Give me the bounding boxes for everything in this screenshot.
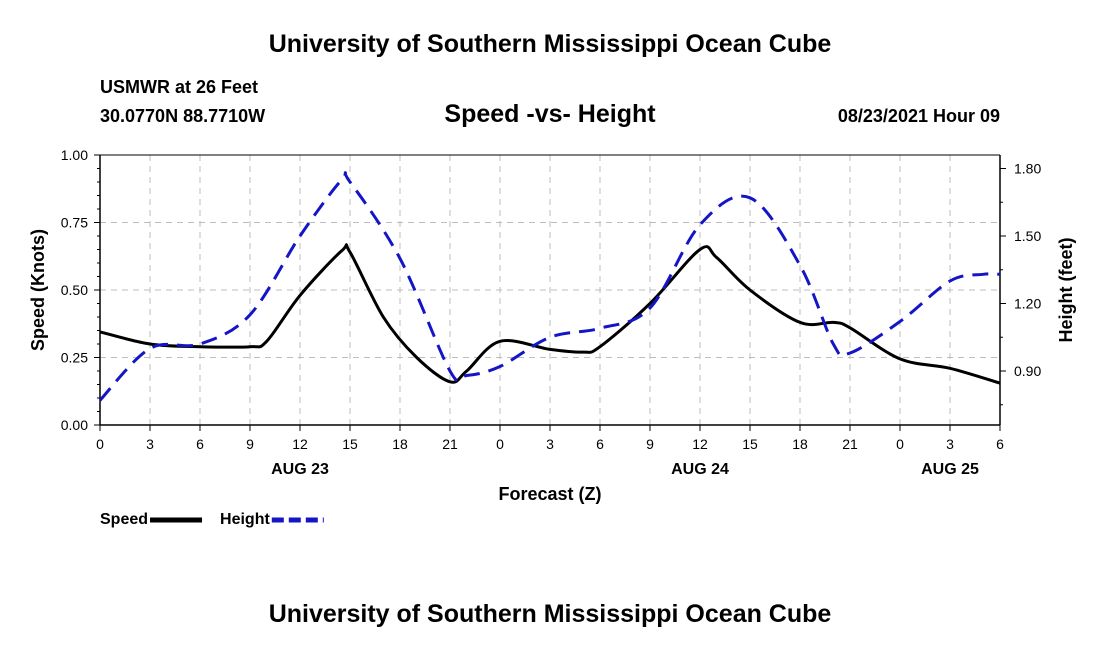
series-line-speed — [99, 243, 1001, 385]
series-line-height — [98, 171, 1001, 402]
legend-label-height: Height — [220, 511, 270, 528]
x-tick-label: 0 — [896, 436, 904, 452]
series-lines — [98, 171, 1001, 402]
x-tick-label: 3 — [146, 436, 154, 452]
page-title: University of Southern Mississippi Ocean… — [268, 30, 832, 58]
footer-title: University of Southern Mississippi Ocean… — [268, 600, 832, 628]
forecast-datetime: 08/23/2021 Hour 09 — [837, 106, 1000, 126]
day-label: AUG 24 — [671, 461, 729, 478]
day-label: AUG 25 — [921, 461, 979, 478]
x-tick-label: 6 — [596, 436, 604, 452]
grid — [100, 155, 1000, 425]
y-right-tick-label: 0.90 — [1014, 363, 1041, 379]
x-tick-label: 18 — [792, 436, 808, 452]
x-tick-label: 12 — [692, 436, 708, 452]
x-tick-label: 21 — [842, 436, 858, 452]
legend-label-speed: Speed — [100, 511, 148, 528]
chart-title: Speed -vs- Height — [444, 100, 656, 128]
x-tick-label: 0 — [96, 436, 104, 452]
y-left-tick-label: 0.25 — [61, 350, 88, 366]
day-label: AUG 23 — [271, 461, 329, 478]
y-right-axis-title: Height (feet) — [1056, 238, 1076, 343]
y-left-tick-label: 1.00 — [61, 147, 88, 163]
y-right-tick-label: 1.50 — [1014, 228, 1041, 244]
y-right-tick-label: 1.80 — [1014, 161, 1041, 177]
x-tick-label: 6 — [996, 436, 1004, 452]
x-tick-label: 12 — [292, 436, 308, 452]
x-tick-label: 21 — [442, 436, 458, 452]
legend: Speed Height — [100, 511, 324, 528]
station-label: USMWR at 26 Feet — [100, 77, 259, 97]
x-axis-title: Forecast (Z) — [498, 484, 601, 504]
speed-height-chart: 0 3 6 9 12 15 18 21 0 3 6 9 12 15 18 21 0 3 6 0.00 0.25 0.50 0… — [28, 147, 1076, 528]
y-left-tick-label: 0.75 — [61, 215, 88, 231]
y-left-axis-title: Speed (Knots) — [28, 229, 48, 351]
x-tick-label: 18 — [392, 436, 408, 452]
y-left-tick-label: 0.50 — [61, 282, 88, 298]
station-coordinates: 30.0770N 88.7710W — [100, 106, 266, 126]
x-tick-label: 6 — [196, 436, 204, 452]
x-tick-label: 9 — [246, 436, 254, 452]
x-tick-label: 15 — [742, 436, 758, 452]
x-tick-label: 15 — [342, 436, 358, 452]
y-right-tick-label: 1.20 — [1014, 296, 1041, 312]
x-tick-label: 3 — [946, 436, 954, 452]
x-tick-label: 0 — [496, 436, 504, 452]
x-tick-label: 3 — [546, 436, 554, 452]
axes: 0 3 6 9 12 15 18 21 0 3 6 9 12 15 18 21 0 3 6 0.00 0.25 0.50 0… — [28, 147, 1076, 504]
y-left-tick-label: 0.00 — [61, 417, 88, 433]
x-tick-label: 9 — [646, 436, 654, 452]
